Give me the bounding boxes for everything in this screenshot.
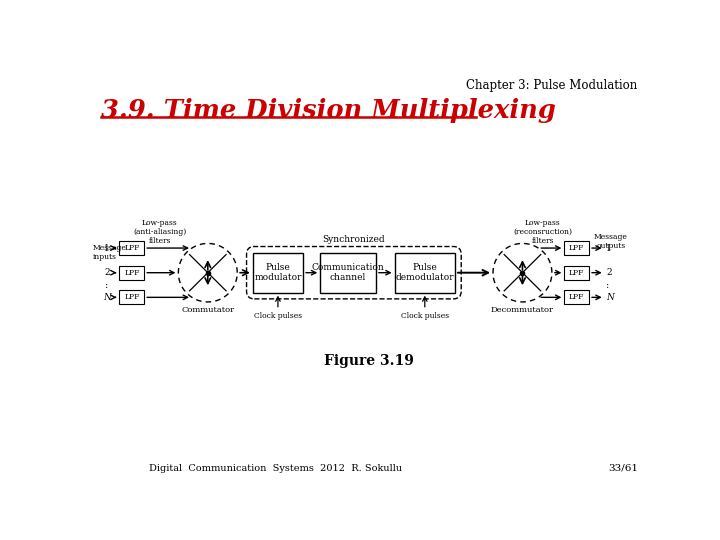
- Text: Clock pulses: Clock pulses: [254, 312, 302, 320]
- Text: Synchronized: Synchronized: [323, 235, 385, 244]
- Text: LPF: LPF: [124, 269, 140, 276]
- Text: Low-pass
(reconsruction)
filters: Low-pass (reconsruction) filters: [513, 219, 572, 245]
- FancyBboxPatch shape: [395, 253, 455, 293]
- Text: Communication
channel: Communication channel: [312, 263, 384, 282]
- Text: 1: 1: [606, 244, 612, 253]
- Text: Pulse
modulator: Pulse modulator: [254, 263, 302, 282]
- Text: :: :: [105, 280, 109, 289]
- Text: 3.9. Time Division Multiplexing: 3.9. Time Division Multiplexing: [101, 98, 556, 123]
- Text: Chapter 3: Pulse Modulation: Chapter 3: Pulse Modulation: [466, 79, 637, 92]
- Text: LPF: LPF: [124, 244, 140, 252]
- Text: LPF: LPF: [569, 293, 585, 301]
- Text: LPF: LPF: [569, 244, 585, 252]
- FancyBboxPatch shape: [320, 253, 376, 293]
- FancyBboxPatch shape: [564, 241, 589, 255]
- FancyBboxPatch shape: [120, 291, 144, 304]
- Text: Message
inputs: Message inputs: [93, 244, 127, 261]
- Text: N: N: [103, 293, 111, 302]
- Text: Commutator: Commutator: [181, 306, 235, 314]
- Text: N: N: [606, 293, 614, 302]
- Text: Figure 3.19: Figure 3.19: [324, 354, 414, 368]
- FancyBboxPatch shape: [253, 253, 303, 293]
- Text: Decommutator: Decommutator: [491, 306, 554, 314]
- Text: 2: 2: [606, 268, 612, 277]
- Text: Low-pass
(anti-aliasing)
filters: Low-pass (anti-aliasing) filters: [133, 219, 186, 245]
- Text: 33/61: 33/61: [608, 464, 639, 473]
- Text: LPF: LPF: [124, 293, 140, 301]
- FancyBboxPatch shape: [120, 266, 144, 280]
- Text: Clock pulses: Clock pulses: [401, 312, 449, 320]
- Text: Digital  Communication  Systems  2012  R. Sokullu: Digital Communication Systems 2012 R. So…: [150, 464, 402, 473]
- Text: LPF: LPF: [569, 269, 585, 276]
- Text: 1: 1: [104, 244, 110, 253]
- FancyBboxPatch shape: [120, 241, 144, 255]
- Text: 2: 2: [104, 268, 110, 277]
- FancyBboxPatch shape: [564, 291, 589, 304]
- Text: Message
outputs: Message outputs: [594, 233, 628, 250]
- Text: :: :: [606, 280, 609, 289]
- FancyBboxPatch shape: [564, 266, 589, 280]
- Text: Pulse
demodulator: Pulse demodulator: [395, 263, 454, 282]
